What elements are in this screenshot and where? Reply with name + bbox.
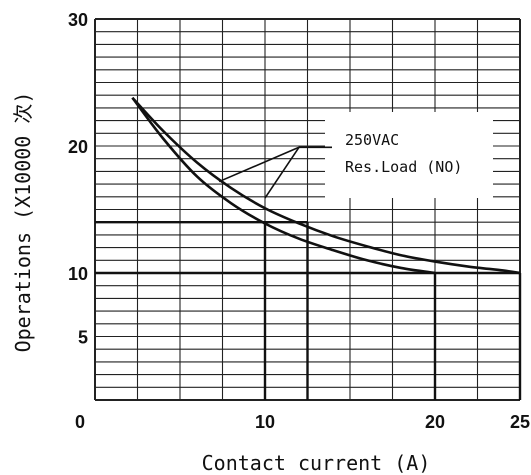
leader-line	[264, 146, 300, 199]
y-tick-label: 5	[78, 328, 88, 348]
y-axis-title: Operations (X10000 次)	[11, 92, 35, 353]
x-tick-labels: 0 10 20 25	[75, 412, 530, 432]
y-tick-label: 30	[68, 10, 88, 30]
x-tick-label: 20	[425, 412, 445, 432]
series-curves	[131, 96, 521, 275]
leader-line	[218, 146, 300, 183]
annotation-leaders	[218, 146, 332, 199]
y-tick-label: 10	[68, 264, 88, 284]
y-tick-labels: 5 10 20 30	[68, 10, 88, 348]
annotation-line-1: 250VAC	[345, 131, 399, 149]
legend-box	[325, 112, 493, 198]
annotation-line-2: Res.Load (NO)	[345, 158, 462, 176]
x-axis-title: Contact current (A)	[202, 451, 431, 475]
reference-lines	[95, 220, 522, 400]
series-line-2	[131, 96, 436, 275]
x-tick-label: 0	[75, 412, 85, 432]
series-line-1	[131, 96, 521, 275]
x-tick-label: 25	[510, 412, 530, 432]
y-tick-label: 20	[68, 137, 88, 157]
x-tick-label: 10	[255, 412, 275, 432]
